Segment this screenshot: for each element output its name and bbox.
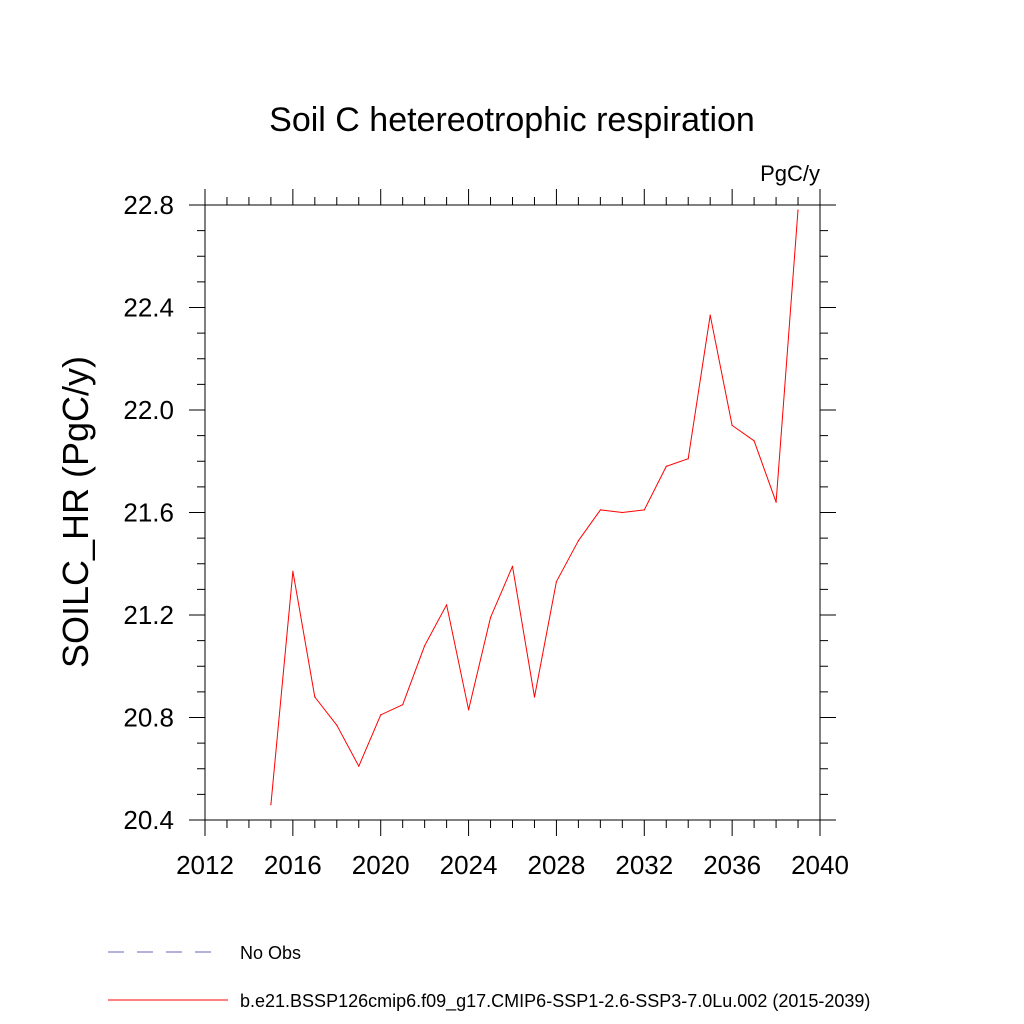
y-axis-label: SOILC_HR (PgC/y) — [55, 356, 96, 668]
data-point — [665, 465, 667, 467]
data-point — [797, 209, 799, 211]
legend-label-model-run: b.e21.BSSP126cmip6.f09_g17.CMIP6-SSP1-2.… — [240, 991, 870, 1012]
x-tick-label: 2040 — [791, 850, 849, 880]
data-point — [577, 540, 580, 542]
data-point — [599, 509, 602, 511]
x-axis: 2012 2016 2020 2024 2028 2032 2036 2040 — [176, 189, 849, 880]
data-point — [555, 581, 558, 583]
x-tick-label: 2024 — [440, 850, 498, 880]
units-label: PgC/y — [760, 161, 820, 186]
y-tick-label: 22.0 — [123, 395, 174, 425]
y-axis: 20.4 20.8 21.2 21.6 22.0 22.4 22.8 — [123, 190, 836, 835]
legend-label-no-obs: No Obs — [240, 943, 301, 963]
x-tick-label: 2028 — [528, 850, 586, 880]
y-tick-label: 20.8 — [123, 703, 174, 733]
y-tick-label: 22.8 — [123, 190, 174, 220]
x-tick-label: 2020 — [352, 850, 410, 880]
data-point — [468, 709, 470, 711]
data-point — [380, 714, 382, 716]
data-point — [709, 314, 711, 316]
data-point — [687, 458, 689, 460]
y-tick-label: 20.4 — [123, 805, 174, 835]
series-layer — [270, 209, 799, 806]
y-tick-label: 21.2 — [123, 600, 174, 630]
x-tick-label: 2032 — [615, 850, 673, 880]
data-point — [731, 424, 733, 426]
data-point — [446, 604, 448, 606]
data-point — [292, 570, 294, 573]
data-point — [314, 696, 316, 698]
data-point — [533, 696, 536, 698]
data-point — [358, 765, 360, 767]
data-point — [402, 704, 404, 706]
plot-frame — [204, 204, 821, 821]
data-point — [336, 724, 338, 726]
data-point — [270, 804, 272, 806]
x-tick-label: 2036 — [703, 850, 761, 880]
data-point — [775, 501, 777, 503]
data-point — [621, 511, 623, 514]
series-line — [270, 210, 799, 805]
chart-title: Soil C hetereotrophic respiration — [269, 101, 755, 139]
data-point — [643, 509, 645, 511]
x-tick-label: 2016 — [264, 850, 322, 880]
data-point — [753, 440, 755, 442]
data-point — [511, 565, 514, 567]
y-tick-label: 21.6 — [123, 498, 174, 528]
legend: No Obs b.e21.BSSP126cmip6.f09_g17.CMIP6-… — [108, 943, 870, 1012]
y-tick-label: 22.4 — [123, 293, 174, 323]
x-tick-label: 2012 — [176, 850, 234, 880]
data-point — [489, 617, 492, 619]
data-point — [424, 645, 426, 647]
